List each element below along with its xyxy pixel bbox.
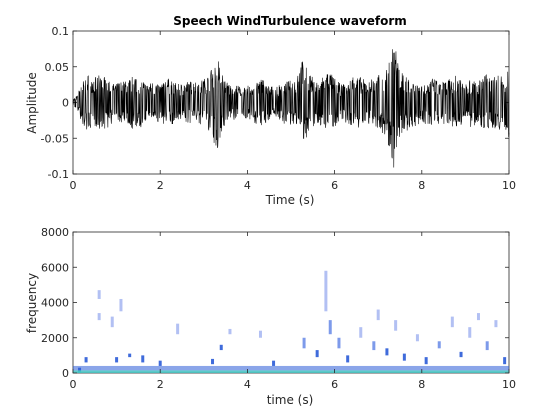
waveform-series-line (72, 49, 510, 168)
spectrogram-cell (315, 350, 319, 358)
spectrogram-panel: 0 2 4 6 8 10 0 2000 4000 6000 8000 time (s) freque… (25, 226, 516, 407)
spectrogram-cell (372, 341, 376, 351)
spectrogram-cell (176, 323, 180, 335)
waveform-xtick-label: 8 (418, 179, 425, 192)
spectrogram-cell (376, 309, 380, 321)
spectrogram-cell (158, 360, 162, 366)
spectrogram-low-band (73, 365, 509, 371)
spectrogram-cell (302, 337, 306, 349)
spectrogram-cell (110, 316, 114, 328)
spectrogram-xtick-label: 4 (244, 378, 251, 391)
spectrogram-cell (84, 357, 88, 363)
waveform-ytick-label: -0.05 (41, 132, 69, 145)
spectrogram-xtick-label: 10 (502, 378, 516, 391)
spectrogram-cell (437, 341, 441, 349)
spectrogram-xtick-label: 8 (418, 378, 425, 391)
spectrogram-xtick-label: 0 (70, 378, 77, 391)
spectrogram-cell (328, 320, 332, 335)
spectrogram-ticks: 0 2 4 6 8 10 0 2000 4000 6000 8000 (41, 226, 516, 391)
spectrogram-cell (385, 348, 389, 356)
spectrogram-cell (468, 327, 472, 338)
spectrogram-ytick-label: 0 (62, 367, 69, 380)
waveform-xlabel: Time (s) (265, 193, 315, 207)
waveform-xtick-label: 4 (244, 179, 251, 192)
spectrogram-cell (359, 327, 363, 338)
spectrogram-cells (73, 270, 509, 373)
waveform-ytick-label: -0.1 (48, 168, 69, 181)
spectrogram-ytick-label: 6000 (41, 261, 69, 274)
spectrogram-cell (141, 355, 145, 363)
waveform-ticks: 0 2 4 6 8 10 -0.1 -0.05 0 0.05 0.1 (41, 25, 516, 192)
spectrogram-cell (258, 330, 262, 338)
waveform-xtick-label: 6 (331, 179, 338, 192)
waveform-xtick-label: 10 (502, 179, 516, 192)
spectrogram-ytick-label: 8000 (41, 226, 69, 239)
spectrogram-cell (219, 344, 223, 351)
waveform-panel: 0 2 4 6 8 10 -0.1 -0.05 0 0.05 0.1 Speech WindTurb… (25, 14, 516, 207)
waveform-ylabel: Amplitude (25, 72, 39, 134)
spectrogram-ytick-label: 4000 (41, 297, 69, 310)
spectrogram-cell (337, 337, 341, 349)
waveform-xtick-label: 0 (70, 179, 77, 192)
spectrogram-cell (459, 351, 463, 358)
spectrogram-cell (503, 357, 507, 365)
spectrogram-cell (272, 360, 276, 366)
spectrogram-cell (485, 341, 489, 351)
spectrogram-cell (346, 355, 350, 363)
spectrogram-cell (450, 316, 454, 328)
waveform-ytick-label: 0 (62, 97, 69, 110)
spectrogram-cell (211, 358, 215, 365)
spectrogram-cell (476, 313, 480, 321)
spectrogram-axes-frame (72, 231, 510, 374)
spectrogram-cell (115, 357, 119, 363)
waveform-ytick-label: 0.05 (45, 61, 70, 74)
spectrogram-cell (97, 290, 101, 299)
spectrogram-cell (415, 334, 419, 342)
spectrogram-cell (424, 357, 428, 365)
spectrogram-cell (97, 313, 101, 321)
spectrogram-cell (324, 270, 328, 312)
spectrogram-cell (78, 367, 82, 371)
spectrogram-ytick-label: 2000 (41, 332, 69, 345)
spectrogram-cell (119, 298, 123, 312)
spectrogram-ylabel: frequency (25, 273, 39, 333)
spectrogram-cell (394, 320, 398, 331)
spectrogram-cell (78, 370, 82, 373)
waveform-ytick-label: 0.1 (52, 25, 70, 38)
spectrogram-cell (494, 320, 498, 328)
waveform-line-group (72, 49, 510, 168)
spectrogram-xtick-label: 2 (157, 378, 164, 391)
spectrogram-xtick-label: 6 (331, 378, 338, 391)
spectrogram-cell (402, 353, 406, 361)
spectrogram-cell (128, 353, 132, 358)
spectrogram-xlabel: time (s) (267, 393, 314, 407)
waveform-xtick-label: 2 (157, 179, 164, 192)
waveform-title: Speech WindTurbulence waveform (173, 14, 407, 28)
spectrogram-cell (228, 328, 232, 335)
spectrogram-base-band (73, 370, 509, 373)
